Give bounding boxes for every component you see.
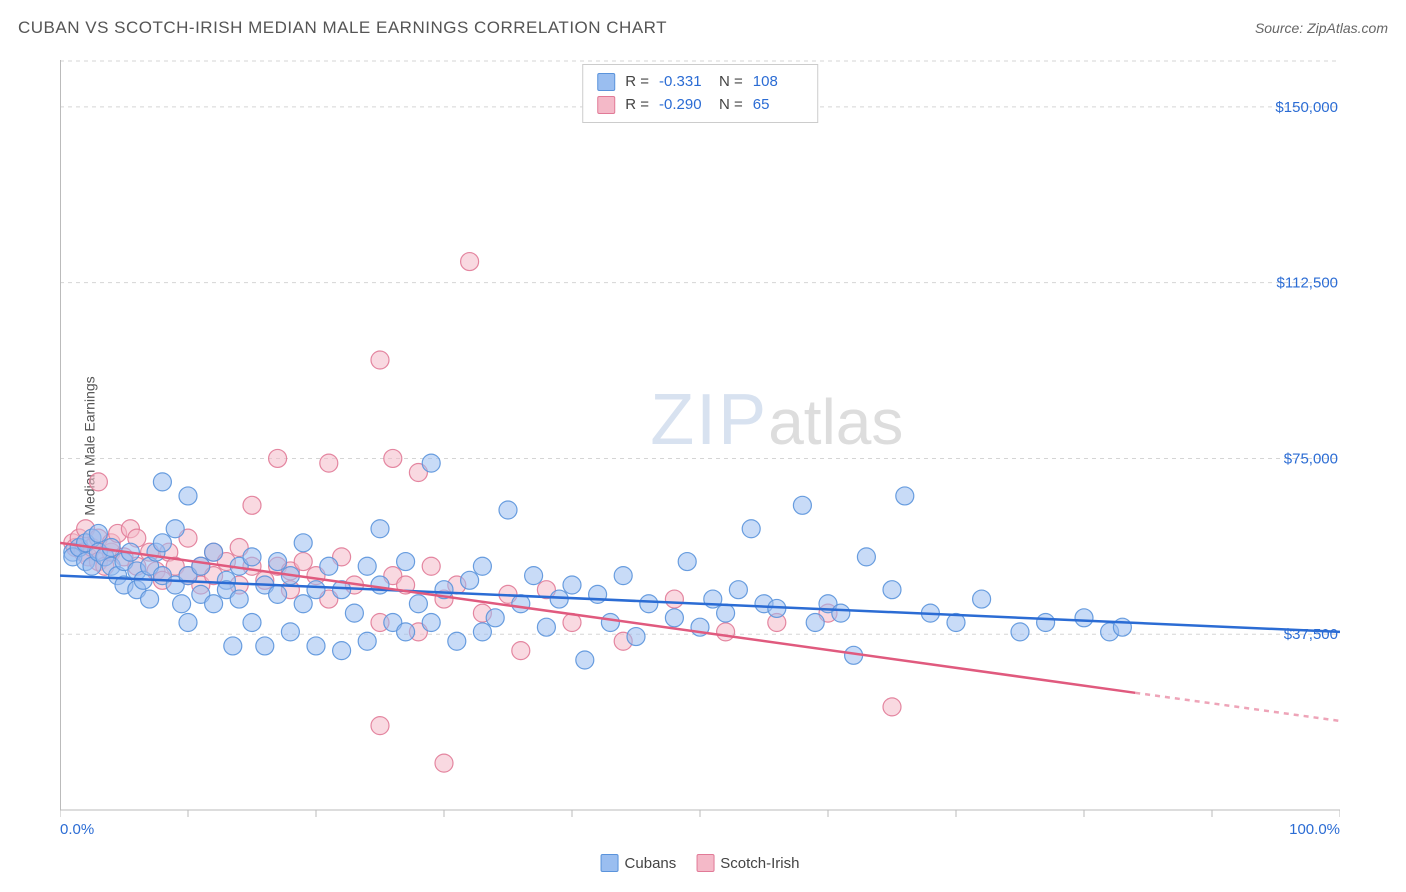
- legend-label-scotch-irish: Scotch-Irish: [720, 855, 799, 872]
- series-legend: Cubans Scotch-Irish: [601, 854, 800, 872]
- svg-text:0.0%: 0.0%: [60, 821, 94, 838]
- swatch-cubans: [601, 854, 619, 872]
- legend-item-scotch-irish: Scotch-Irish: [696, 854, 799, 872]
- source-attribution: Source: ZipAtlas.com: [1255, 20, 1388, 36]
- legend-label-cubans: Cubans: [625, 855, 677, 872]
- legend-row-scotch-irish: R = -0.290 N = 65: [597, 94, 803, 117]
- legend-row-cubans: R = -0.331 N = 108: [597, 71, 803, 94]
- swatch-scotch-irish: [696, 854, 714, 872]
- svg-text:$150,000: $150,000: [1275, 99, 1338, 116]
- n-value-scotch-irish: 65: [753, 94, 803, 117]
- r-value-scotch-irish: -0.290: [659, 94, 709, 117]
- chart-title: CUBAN VS SCOTCH-IRISH MEDIAN MALE EARNIN…: [18, 18, 667, 38]
- swatch-cubans: [597, 73, 615, 91]
- legend-item-cubans: Cubans: [601, 854, 677, 872]
- r-label: R =: [625, 71, 649, 94]
- swatch-scotch-irish: [597, 96, 615, 114]
- n-label: N =: [719, 71, 743, 94]
- correlation-legend: R = -0.331 N = 108 R = -0.290 N = 65: [582, 64, 818, 123]
- r-value-cubans: -0.331: [659, 71, 709, 94]
- n-value-cubans: 108: [753, 71, 803, 94]
- n-label: N =: [719, 94, 743, 117]
- chart-container: CUBAN VS SCOTCH-IRISH MEDIAN MALE EARNIN…: [0, 0, 1406, 892]
- plot-wrapper: $37,500$75,000$112,500$150,0000.0%100.0%…: [60, 60, 1340, 842]
- svg-text:$75,000: $75,000: [1284, 450, 1338, 467]
- svg-text:$112,500: $112,500: [1277, 275, 1338, 292]
- scatter-plot: $37,500$75,000$112,500$150,0000.0%100.0%: [60, 60, 1340, 842]
- header-row: CUBAN VS SCOTCH-IRISH MEDIAN MALE EARNIN…: [18, 18, 1388, 38]
- svg-text:100.0%: 100.0%: [1289, 821, 1340, 838]
- r-label: R =: [625, 94, 649, 117]
